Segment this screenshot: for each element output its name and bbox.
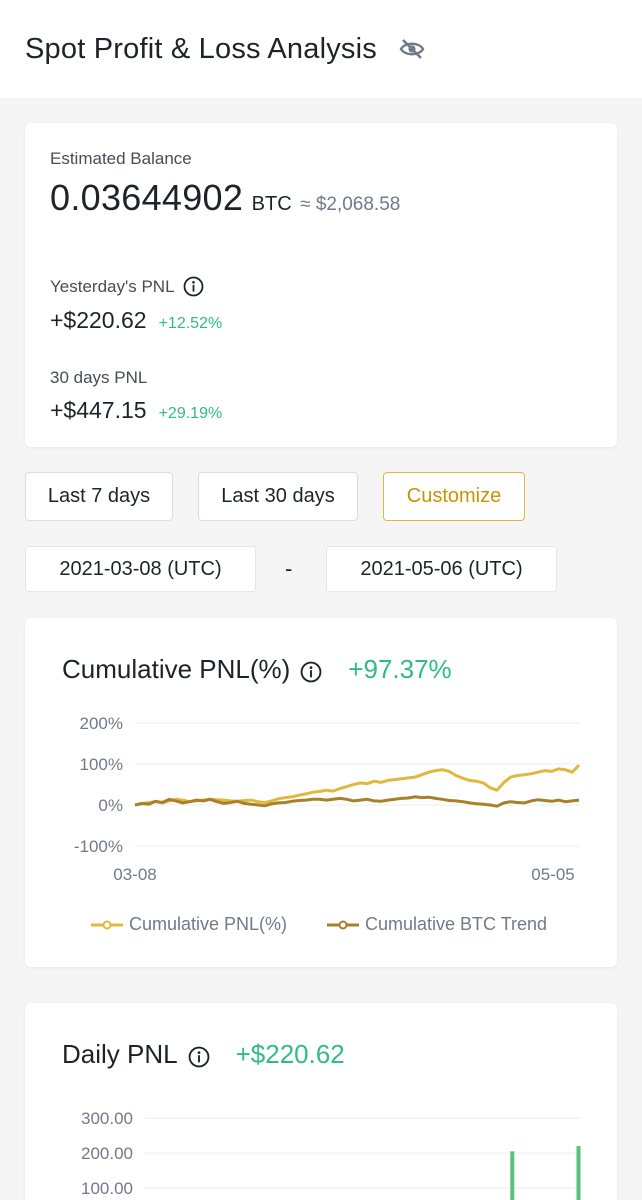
daily-pnl-headline: +$220.62 [235, 1039, 345, 1069]
yesterday-pnl-label: Yesterday's PNL [50, 276, 175, 296]
cumulative-pnl-title-row: Cumulative PNL(%) +97.37% [62, 654, 452, 685]
eye-slash-icon[interactable] [399, 36, 425, 62]
last-7-days-button[interactable]: Last 7 days [25, 472, 173, 521]
daily-bar [576, 1146, 581, 1200]
y-tick-label: 0% [98, 796, 123, 815]
y-tick-label: -100% [74, 837, 123, 856]
daily-bar [510, 1151, 515, 1200]
daily-pnl-chart: 300.00 200.00 100.00 [81, 1109, 581, 1200]
daily-pnl-title-row: Daily PNL +$220.62 [62, 1039, 345, 1070]
thirty-day-pnl-percent: +29.19% [158, 405, 223, 422]
legend-item-btc: Cumulative BTC Trend [327, 914, 547, 935]
y-tick-label: 100% [80, 755, 123, 774]
top-bar: Spot Profit & Loss Analysis [0, 0, 642, 98]
legend-btc-marker-icon [327, 920, 359, 929]
y-tick-label: 300.00 [81, 1109, 133, 1128]
info-icon[interactable] [300, 659, 322, 682]
cumulative-pnl-card: Cumulative PNL(%) +97.37% 200% 100% 0% -100… [25, 618, 617, 967]
daily-pnl-title: Daily PNL [62, 1039, 178, 1069]
last-30-days-button[interactable]: Last 30 days [198, 472, 358, 521]
y-tick-label: 200.00 [81, 1144, 133, 1163]
balance-usd-approx: ≈ $2,068.58 [300, 194, 401, 215]
cumulative-pnl-chart: 200% 100% 0% -100% 03-08 05-05 [74, 714, 581, 884]
estimated-balance-label: Estimated Balance [50, 149, 192, 168]
legend-pnl-label: Cumulative PNL(%) [129, 914, 288, 934]
info-icon[interactable] [183, 276, 204, 297]
yesterday-pnl-percent: +12.52% [158, 315, 223, 332]
x-tick-label: 05-05 [531, 865, 574, 884]
start-date-field[interactable]: 2021-03-08 (UTC) [25, 546, 256, 592]
daily-pnl-card: Daily PNL +$220.62 300.00 200.00 100.00 [25, 1003, 617, 1200]
cumulative-pnl-headline: +97.37% [348, 654, 452, 684]
date-range-separator: - [285, 556, 293, 581]
balance-btc-value: 0.03644902 [50, 177, 244, 218]
y-tick-label: 200% [80, 714, 123, 733]
customize-button[interactable]: Customize [383, 472, 525, 521]
thirty-day-pnl-row: +$447.15 +29.19% [50, 397, 222, 424]
legend-btc-label: Cumulative BTC Trend [365, 914, 548, 934]
end-date-field[interactable]: 2021-05-06 (UTC) [326, 546, 557, 592]
balance-card: Estimated Balance 0.03644902 BTC ≈ $2,06… [25, 123, 617, 447]
balance-value-row: 0.03644902 BTC ≈ $2,068.58 [50, 177, 400, 219]
y-tick-label: 100.00 [81, 1179, 133, 1198]
legend-item-pnl: Cumulative PNL(%) [91, 914, 287, 935]
info-icon[interactable] [188, 1044, 210, 1067]
yesterday-pnl-row: +$220.62 +12.52% [50, 307, 222, 334]
yesterday-pnl-label-row: Yesterday's PNL [50, 276, 204, 297]
x-tick-label: 03-08 [113, 865, 156, 884]
series-line-btc [134, 795, 580, 808]
thirty-day-pnl-label: 30 days PNL [50, 368, 148, 387]
balance-unit: BTC [251, 193, 292, 215]
cumulative-pnl-title: Cumulative PNL(%) [62, 654, 291, 684]
legend-pnl-marker-icon [91, 920, 123, 929]
page-title: Spot Profit & Loss Analysis [25, 32, 377, 65]
thirty-day-pnl-value: +$447.15 [50, 397, 147, 423]
yesterday-pnl-value: +$220.62 [50, 307, 147, 333]
